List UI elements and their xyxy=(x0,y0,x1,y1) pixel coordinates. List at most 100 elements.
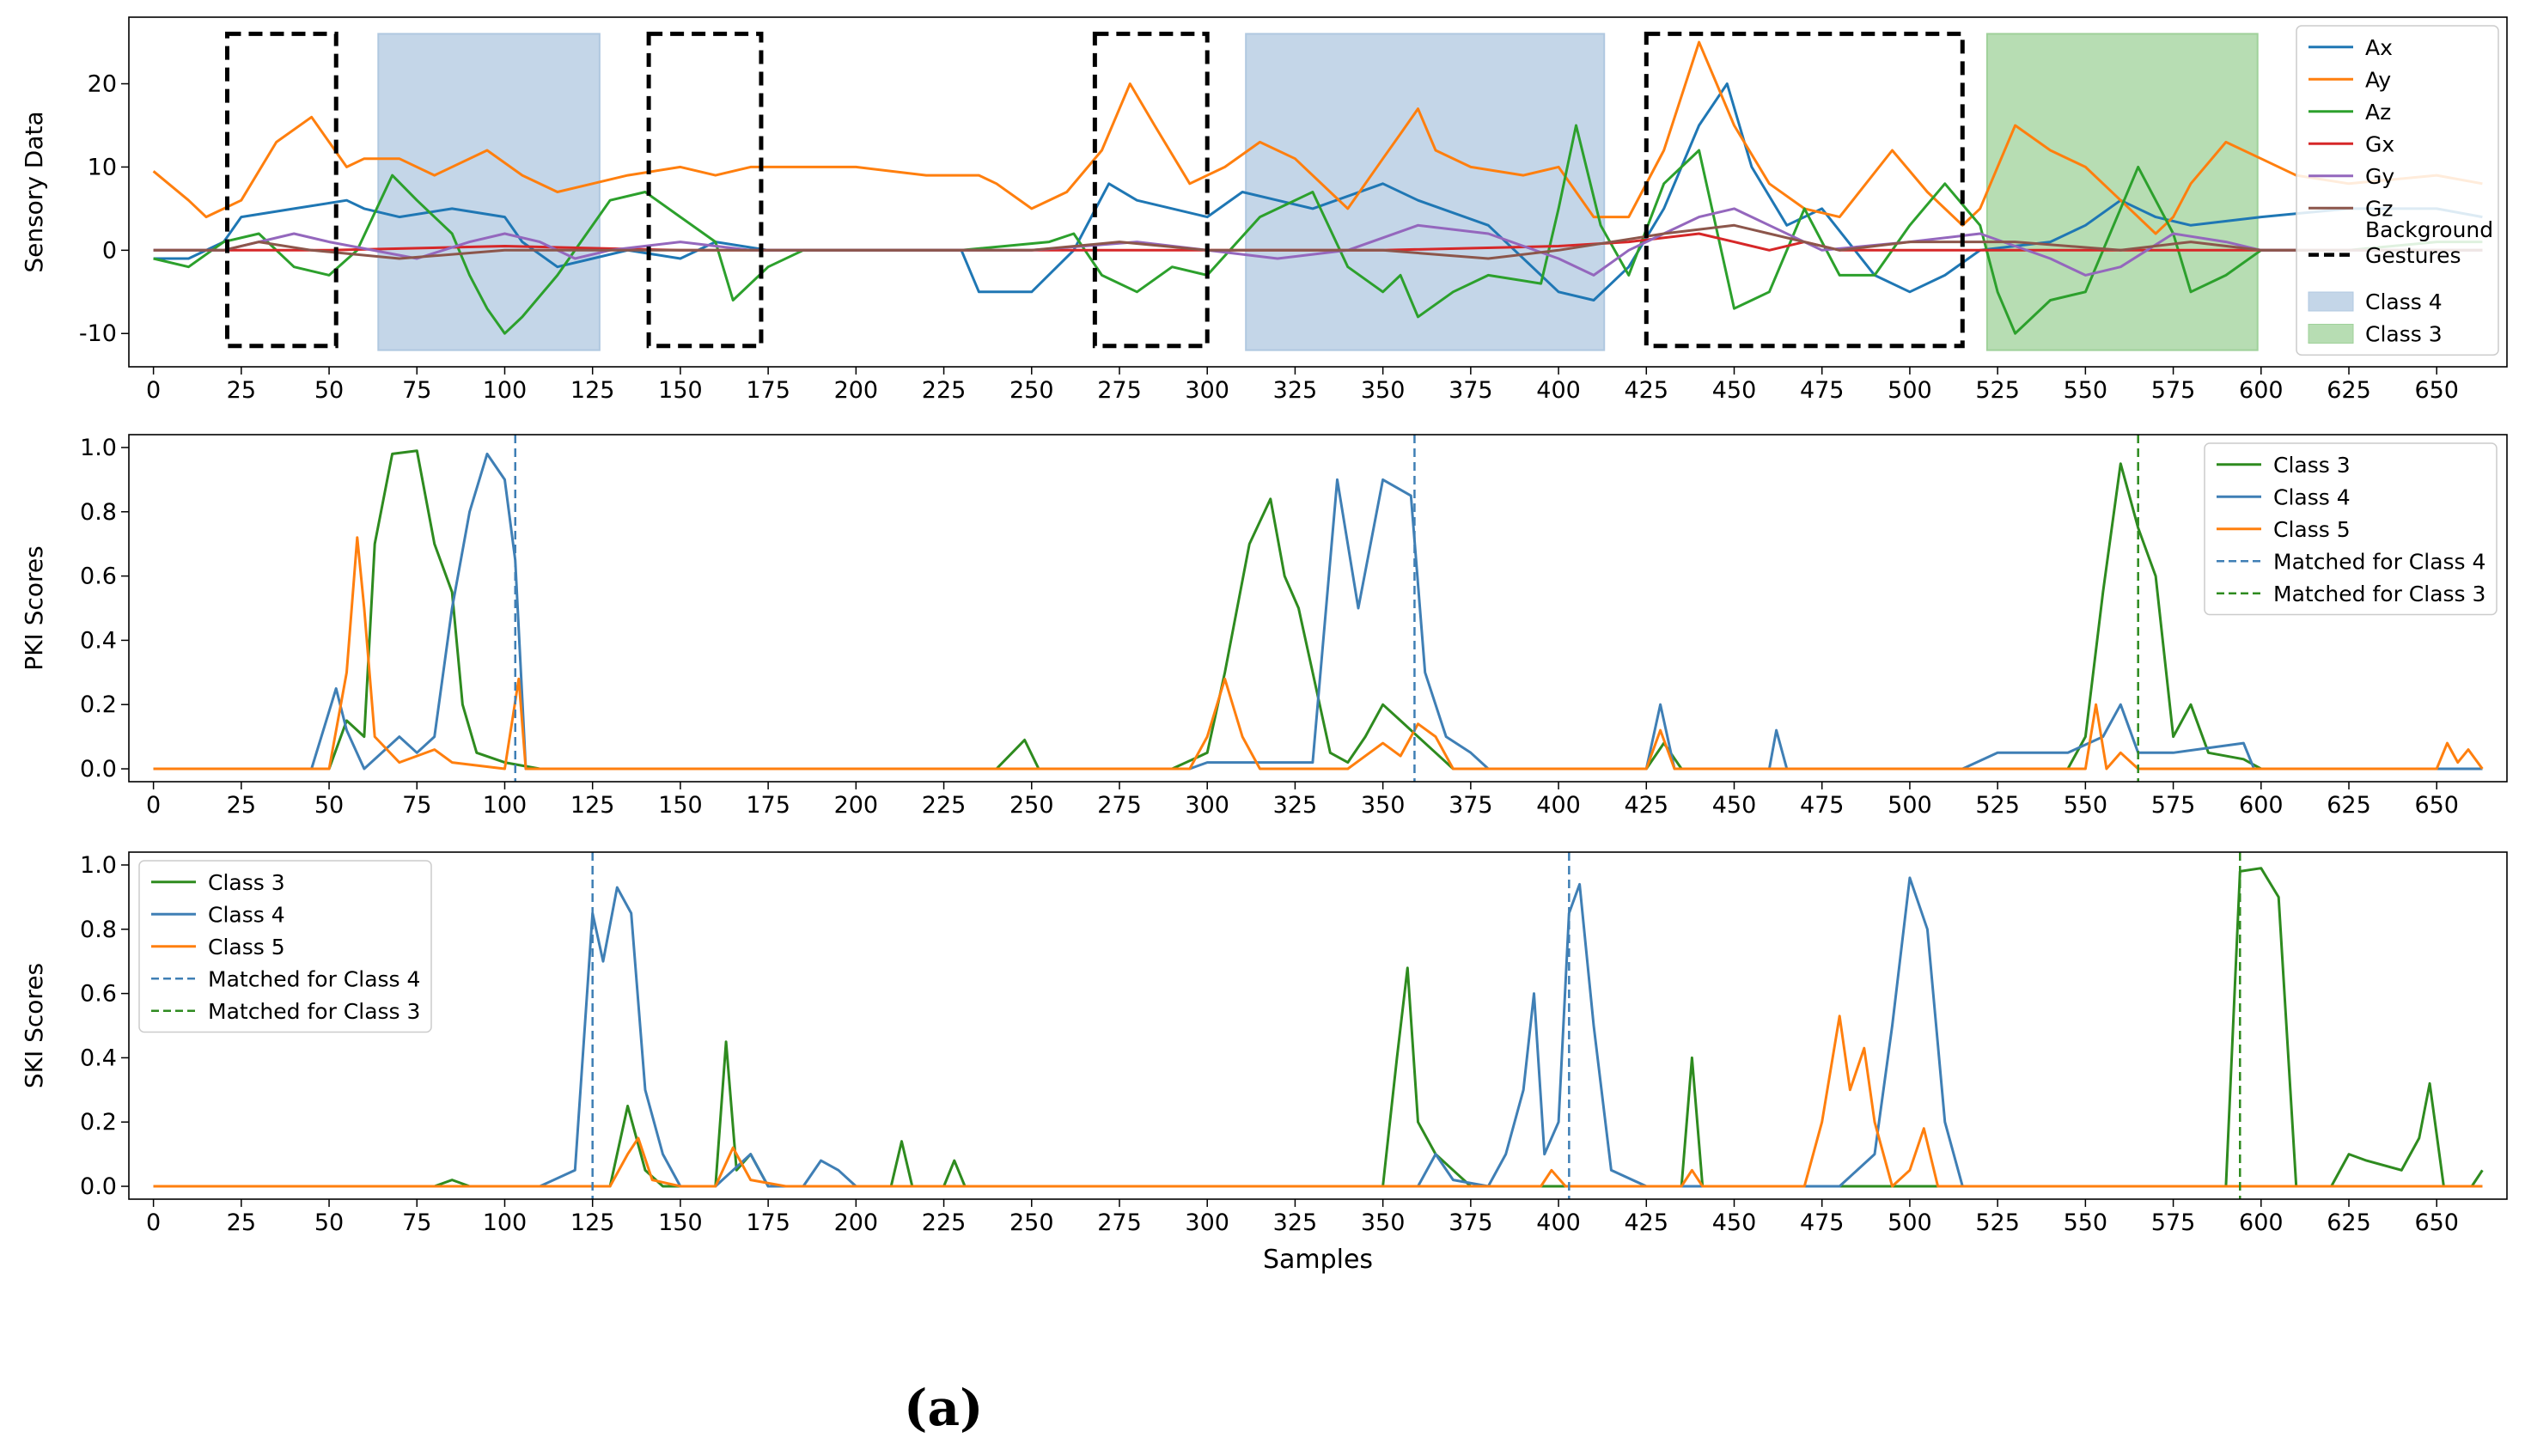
x-tick-label: 375 xyxy=(1449,1209,1493,1236)
series-line-class-4 xyxy=(153,876,2483,1188)
axes-frame xyxy=(128,16,2508,368)
x-tick-label: 300 xyxy=(1185,1209,1229,1236)
legend-label: Matched for Class 3 xyxy=(2273,582,2485,606)
x-tick-label: 75 xyxy=(402,377,431,404)
x-tick-label: 450 xyxy=(1712,792,1757,819)
x-tick-label: 150 xyxy=(658,792,703,819)
legend-label: Matched for Class 4 xyxy=(2273,549,2485,574)
series-line-gz xyxy=(153,223,2483,260)
legend-label: Gx xyxy=(2365,131,2394,156)
legend-label: Class 5 xyxy=(208,935,285,959)
x-tick-label: 275 xyxy=(1097,792,1142,819)
x-tick-label: 0 xyxy=(146,792,161,819)
y-tick-label: 0.2 xyxy=(80,691,117,718)
ski-scores-panel: 0 25 50 75 100 125 150 175 200 225 250 275 300 325 350… xyxy=(20,851,2508,1275)
y-tick-label: 0.4 xyxy=(80,627,117,654)
series-line-class-3 xyxy=(153,449,2483,771)
legend-label: Matched for Class 3 xyxy=(208,999,420,1024)
shaded-region-class-4-1 xyxy=(1245,33,1606,351)
x-tick-label: 650 xyxy=(2414,377,2459,404)
x-tick-label: 325 xyxy=(1273,792,1318,819)
x-tick-label: 75 xyxy=(402,792,431,819)
x-tick-label: 600 xyxy=(2239,1209,2284,1236)
x-tick-label: 125 xyxy=(570,377,615,404)
sensory-data-panel: 0 25 50 75 100 125 150 175 200 225 250 275 300 325 350… xyxy=(20,16,2508,404)
pki-scores-panel: 0 25 50 75 100 125 150 175 200 225 250 275 300 325 350… xyxy=(20,434,2508,819)
legend-label: Background xyxy=(2365,217,2493,242)
y-tick-label: 0.0 xyxy=(80,1173,117,1200)
x-tick-label: 325 xyxy=(1273,377,1318,404)
series-line-class-5 xyxy=(153,1014,2483,1188)
legend-label: Ay xyxy=(2365,67,2391,92)
x-tick-label: 350 xyxy=(1361,1209,1406,1236)
x-tick-label: 350 xyxy=(1361,792,1406,819)
legend-label: Class 3 xyxy=(208,870,285,895)
series-line-az xyxy=(153,124,2483,335)
x-tick-label: 150 xyxy=(658,1209,703,1236)
y-tick-label: 1.0 xyxy=(80,435,117,461)
x-tick-label: 100 xyxy=(483,792,528,819)
x-tick-label: 175 xyxy=(746,792,790,819)
x-tick-label: 650 xyxy=(2414,1209,2459,1236)
series-line-class-3 xyxy=(153,867,2484,1188)
y-tick-label: 10 xyxy=(88,154,117,180)
x-tick-label: 300 xyxy=(1185,377,1229,404)
x-tick-label: 350 xyxy=(1361,377,1406,404)
x-tick-label: 200 xyxy=(834,792,879,819)
x-tick-label: 250 xyxy=(1009,377,1054,404)
legend-handle-patch xyxy=(2308,291,2354,312)
x-tick-label: 550 xyxy=(2064,1209,2108,1236)
x-tick-label: 75 xyxy=(402,1209,431,1236)
x-axis-label: Samples xyxy=(1263,1245,1373,1275)
series-line-class-5 xyxy=(153,536,2484,771)
x-tick-label: 250 xyxy=(1009,792,1054,819)
figure-caption: (a) xyxy=(904,1379,984,1437)
x-tick-label: 450 xyxy=(1712,1209,1757,1236)
background-gesture-box-2 xyxy=(1092,31,1210,349)
y-tick-label: 0 xyxy=(102,237,117,264)
shaded-region-class-4-0 xyxy=(377,33,601,351)
legend-box xyxy=(2204,442,2498,616)
x-tick-label: 575 xyxy=(2151,792,2196,819)
x-tick-label: 625 xyxy=(2327,1209,2371,1236)
legend-label: Gestures xyxy=(2365,243,2461,268)
x-tick-label: 0 xyxy=(146,1209,161,1236)
x-tick-label: 600 xyxy=(2239,792,2284,819)
series-line-class-4 xyxy=(153,452,2483,771)
x-tick-label: 400 xyxy=(1536,377,1581,404)
series-line-ay xyxy=(152,40,2483,235)
x-tick-label: 50 xyxy=(314,377,344,404)
plot-area xyxy=(152,31,2483,351)
x-tick-label: 525 xyxy=(1975,792,2020,819)
x-tick-label: 225 xyxy=(922,1209,967,1236)
series-line-ax xyxy=(153,82,2483,302)
y-axis-label: PKI Scores xyxy=(20,545,48,670)
x-tick-label: 25 xyxy=(227,377,256,404)
x-tick-label: 575 xyxy=(2151,1209,2196,1236)
legend-label: Class 5 xyxy=(2273,517,2351,542)
background-gesture-box-3 xyxy=(1644,31,1965,349)
x-tick-label: 400 xyxy=(1536,1209,1581,1236)
y-tick-label: 0.4 xyxy=(80,1045,117,1071)
legend-label: Class 4 xyxy=(208,902,285,927)
y-tick-label: 20 xyxy=(88,71,117,98)
x-tick-label: 175 xyxy=(746,377,790,404)
x-tick-label: 50 xyxy=(314,792,344,819)
x-tick-label: 600 xyxy=(2239,377,2284,404)
legend-label: Ax xyxy=(2365,35,2393,60)
x-tick-label: 225 xyxy=(922,377,967,404)
x-tick-label: 0 xyxy=(146,377,161,404)
x-tick-label: 225 xyxy=(922,792,967,819)
legend-label: Gy xyxy=(2365,164,2394,189)
legend: Class 3 Class 4 Class 5 Matched for Class 4… xyxy=(2204,442,2498,616)
x-tick-label: 575 xyxy=(2151,377,2196,404)
x-tick-label: 425 xyxy=(1625,1209,1669,1236)
x-tick-label: 375 xyxy=(1449,792,1493,819)
background-gesture-box-1 xyxy=(646,31,764,349)
shaded-region-class-3-2 xyxy=(1985,33,2259,351)
y-axis-label: SKI Scores xyxy=(20,963,48,1088)
y-tick-label: 1.0 xyxy=(80,852,117,879)
legend-box xyxy=(2296,25,2499,356)
x-tick-label: 475 xyxy=(1800,1209,1845,1236)
